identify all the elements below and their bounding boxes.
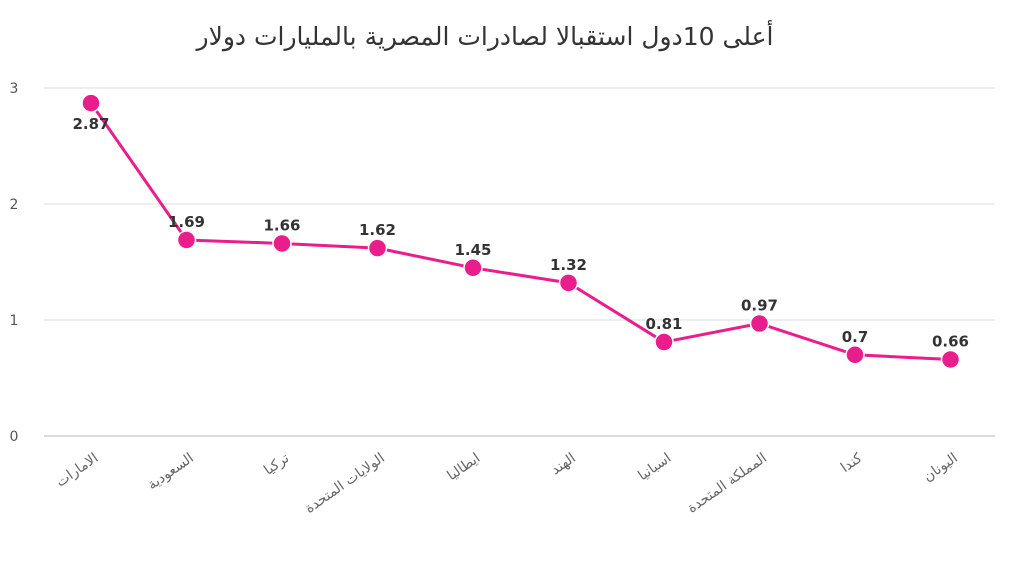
data-point[interactable] [367,238,388,258]
y-tick-label: 1 [10,313,19,329]
y-tick-label: 3 [10,81,19,97]
data-point[interactable] [176,230,197,250]
x-axis-ticks: الامارات السعودية تركيا الولايات المتحدة ايط… [53,450,961,517]
data-point[interactable] [272,233,292,254]
data-point[interactable] [940,349,961,370]
x-tick-label: اليونان [920,450,960,485]
series-line [89,102,951,361]
data-point[interactable] [845,345,865,365]
data-label: 1.62 [359,221,396,239]
data-point[interactable] [749,313,770,334]
data-label: 0.81 [645,315,682,333]
y-tick-label: 0 [10,429,19,445]
data-label: 0.7 [842,328,869,346]
data-label: 0.66 [932,332,969,350]
grid-layer [44,87,995,437]
data-label: 1.45 [454,241,491,259]
data-label: 1.69 [168,213,205,231]
x-tick-label: الامارات [53,450,101,490]
data-point[interactable] [81,93,101,113]
x-tick-label: كندا [838,450,866,476]
y-tick-label: 2 [10,197,19,213]
data-label: 1.32 [550,256,587,274]
x-tick-label: ايطاليا [444,450,483,484]
x-tick-label: اسبانيا [635,450,674,484]
x-tick-label: الهند [548,450,579,478]
data-label: 1.66 [263,216,300,234]
y-axis-ticks: 0 1 2 3 [10,81,19,445]
x-tick-label: السعودية [145,450,197,493]
x-tick-label: الولايات المتحدة [302,450,388,517]
data-point[interactable] [463,258,483,278]
chart-title: أعلى 10دول استقبالا لصادرات المصرية بالم… [196,22,774,51]
data-label: 2.87 [72,115,109,133]
data-point[interactable] [654,332,674,352]
x-tick-label: المملكة المتحدة [685,450,770,516]
data-label: 0.97 [741,296,778,314]
data-point[interactable] [558,273,579,293]
x-tick-label: تركيا [261,450,292,479]
data-labels: 2.87 1.69 1.66 1.62 1.45 1.32 0.81 0.97 0.7 0.66 [72,115,969,350]
series-layer [81,93,961,370]
